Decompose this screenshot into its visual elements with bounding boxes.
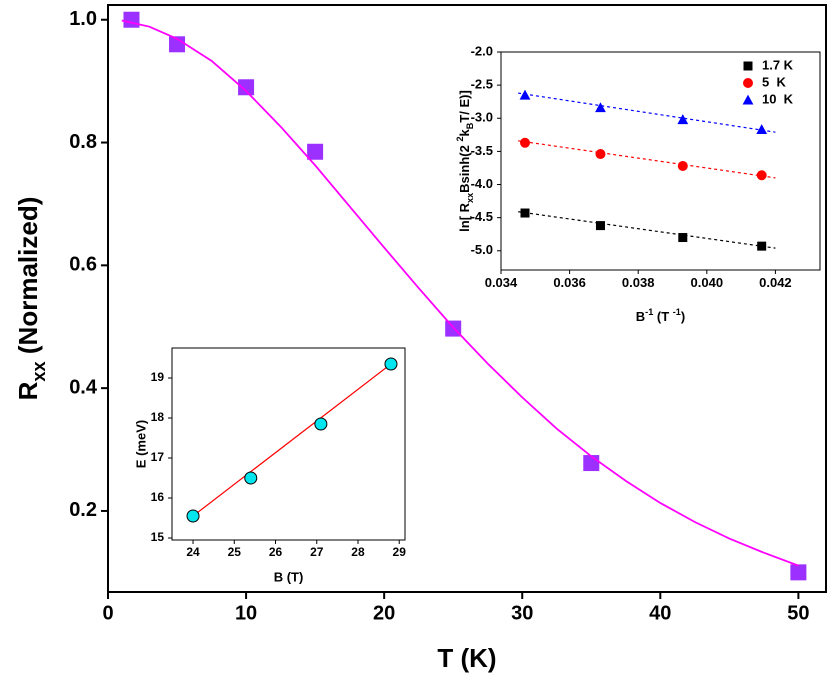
x-tick-label: 50	[787, 602, 809, 624]
marker	[677, 160, 688, 171]
label-part: B	[636, 309, 645, 324]
y-tick-label: -3.5	[471, 143, 493, 158]
label-part: T/ E)]	[457, 90, 472, 123]
marker	[595, 221, 605, 231]
y-tick-label: -4.5	[471, 209, 493, 224]
marker	[238, 79, 255, 96]
y-axis-label: Rxx (Normalized)	[13, 197, 49, 401]
y-axis-label: E (meV)	[133, 420, 148, 468]
marker	[384, 357, 398, 371]
x-tick-label: 26	[269, 545, 283, 559]
marker	[123, 11, 140, 28]
x-tick-label: 0.038	[622, 275, 655, 290]
y-tick-label: -3.0	[471, 110, 493, 125]
label-part: k	[457, 128, 472, 136]
marker	[583, 455, 600, 472]
legend-label: 10 K	[762, 91, 794, 106]
plot-area	[107, 4, 827, 593]
label-part: (T	[653, 309, 673, 324]
label-part: B	[465, 122, 475, 129]
y-tick-label: 19	[151, 370, 165, 384]
label-part: xx	[465, 193, 475, 203]
y-tick-label: 16	[151, 490, 165, 504]
y-tick-label: -4.0	[471, 176, 493, 191]
marker	[757, 241, 767, 251]
label-part: R	[13, 381, 43, 400]
x-tick-label: 30	[511, 602, 533, 624]
label-part: ln[ R	[457, 202, 472, 231]
plot-area	[171, 347, 406, 541]
y-tick-label: 0.2	[69, 499, 97, 521]
y-tick-label: 0.6	[69, 254, 97, 276]
marker	[595, 102, 606, 113]
fit-line	[518, 92, 776, 133]
label-part: -1	[645, 307, 653, 317]
x-axis-label: T (K)	[437, 643, 496, 673]
x-tick-label: 0.034	[485, 275, 518, 290]
marker	[678, 233, 688, 243]
marker	[186, 509, 200, 523]
y-tick-label: 15	[151, 530, 165, 544]
y-axis-label: ln[ RxxBsinh(2 2kBT/ E)]	[455, 90, 475, 232]
fit-line	[121, 19, 799, 567]
marker	[595, 149, 606, 160]
legend-label: 1.7 K	[762, 57, 794, 72]
legend-label: 5 K	[762, 74, 786, 89]
label-part: 2	[455, 136, 465, 141]
legend-marker	[743, 61, 753, 71]
y-tick-label: 0.4	[69, 376, 98, 398]
marker	[790, 564, 807, 581]
x-tick-label: 40	[649, 602, 671, 624]
legend-marker	[742, 94, 754, 105]
y-tick-label: 0.8	[69, 131, 97, 153]
marker	[520, 137, 531, 148]
label-part: -1	[673, 307, 681, 317]
plot-area	[500, 51, 821, 271]
y-tick-label: 1.0	[69, 8, 97, 30]
y-tick-label: -2.0	[471, 43, 493, 58]
x-tick-label: 27	[310, 545, 324, 559]
label-part: Bsinh(2	[457, 142, 472, 193]
legend-marker	[743, 78, 753, 88]
marker	[244, 471, 258, 485]
x-axis-label: B-1 (T -1)	[636, 307, 685, 324]
marker	[756, 124, 768, 135]
fit-line	[518, 140, 776, 179]
label-part: xx	[29, 361, 49, 381]
x-tick-label: 0.040	[691, 275, 724, 290]
x-tick-label: 28	[351, 545, 365, 559]
y-tick-label: -5.0	[471, 242, 493, 257]
fit-line	[518, 211, 776, 249]
marker	[677, 114, 689, 125]
label-part: )	[681, 309, 685, 324]
fit-line	[192, 363, 392, 517]
x-tick-label: 29	[393, 545, 407, 559]
marker	[314, 417, 328, 431]
y-tick-label: -2.5	[471, 77, 493, 92]
x-axis-label: B (T)	[274, 569, 304, 584]
x-tick-label: 10	[235, 602, 257, 624]
y-tick-label: 17	[151, 450, 165, 464]
x-tick-label: 0.042	[759, 275, 792, 290]
x-tick-label: 0	[102, 602, 113, 624]
x-tick-label: 24	[186, 545, 200, 559]
marker	[307, 143, 324, 160]
x-tick-label: 25	[228, 545, 242, 559]
x-tick-label: 0.036	[553, 275, 586, 290]
y-tick-label: 18	[151, 410, 165, 424]
x-tick-label: 20	[373, 602, 395, 624]
label-part: (Normalized)	[13, 197, 43, 362]
